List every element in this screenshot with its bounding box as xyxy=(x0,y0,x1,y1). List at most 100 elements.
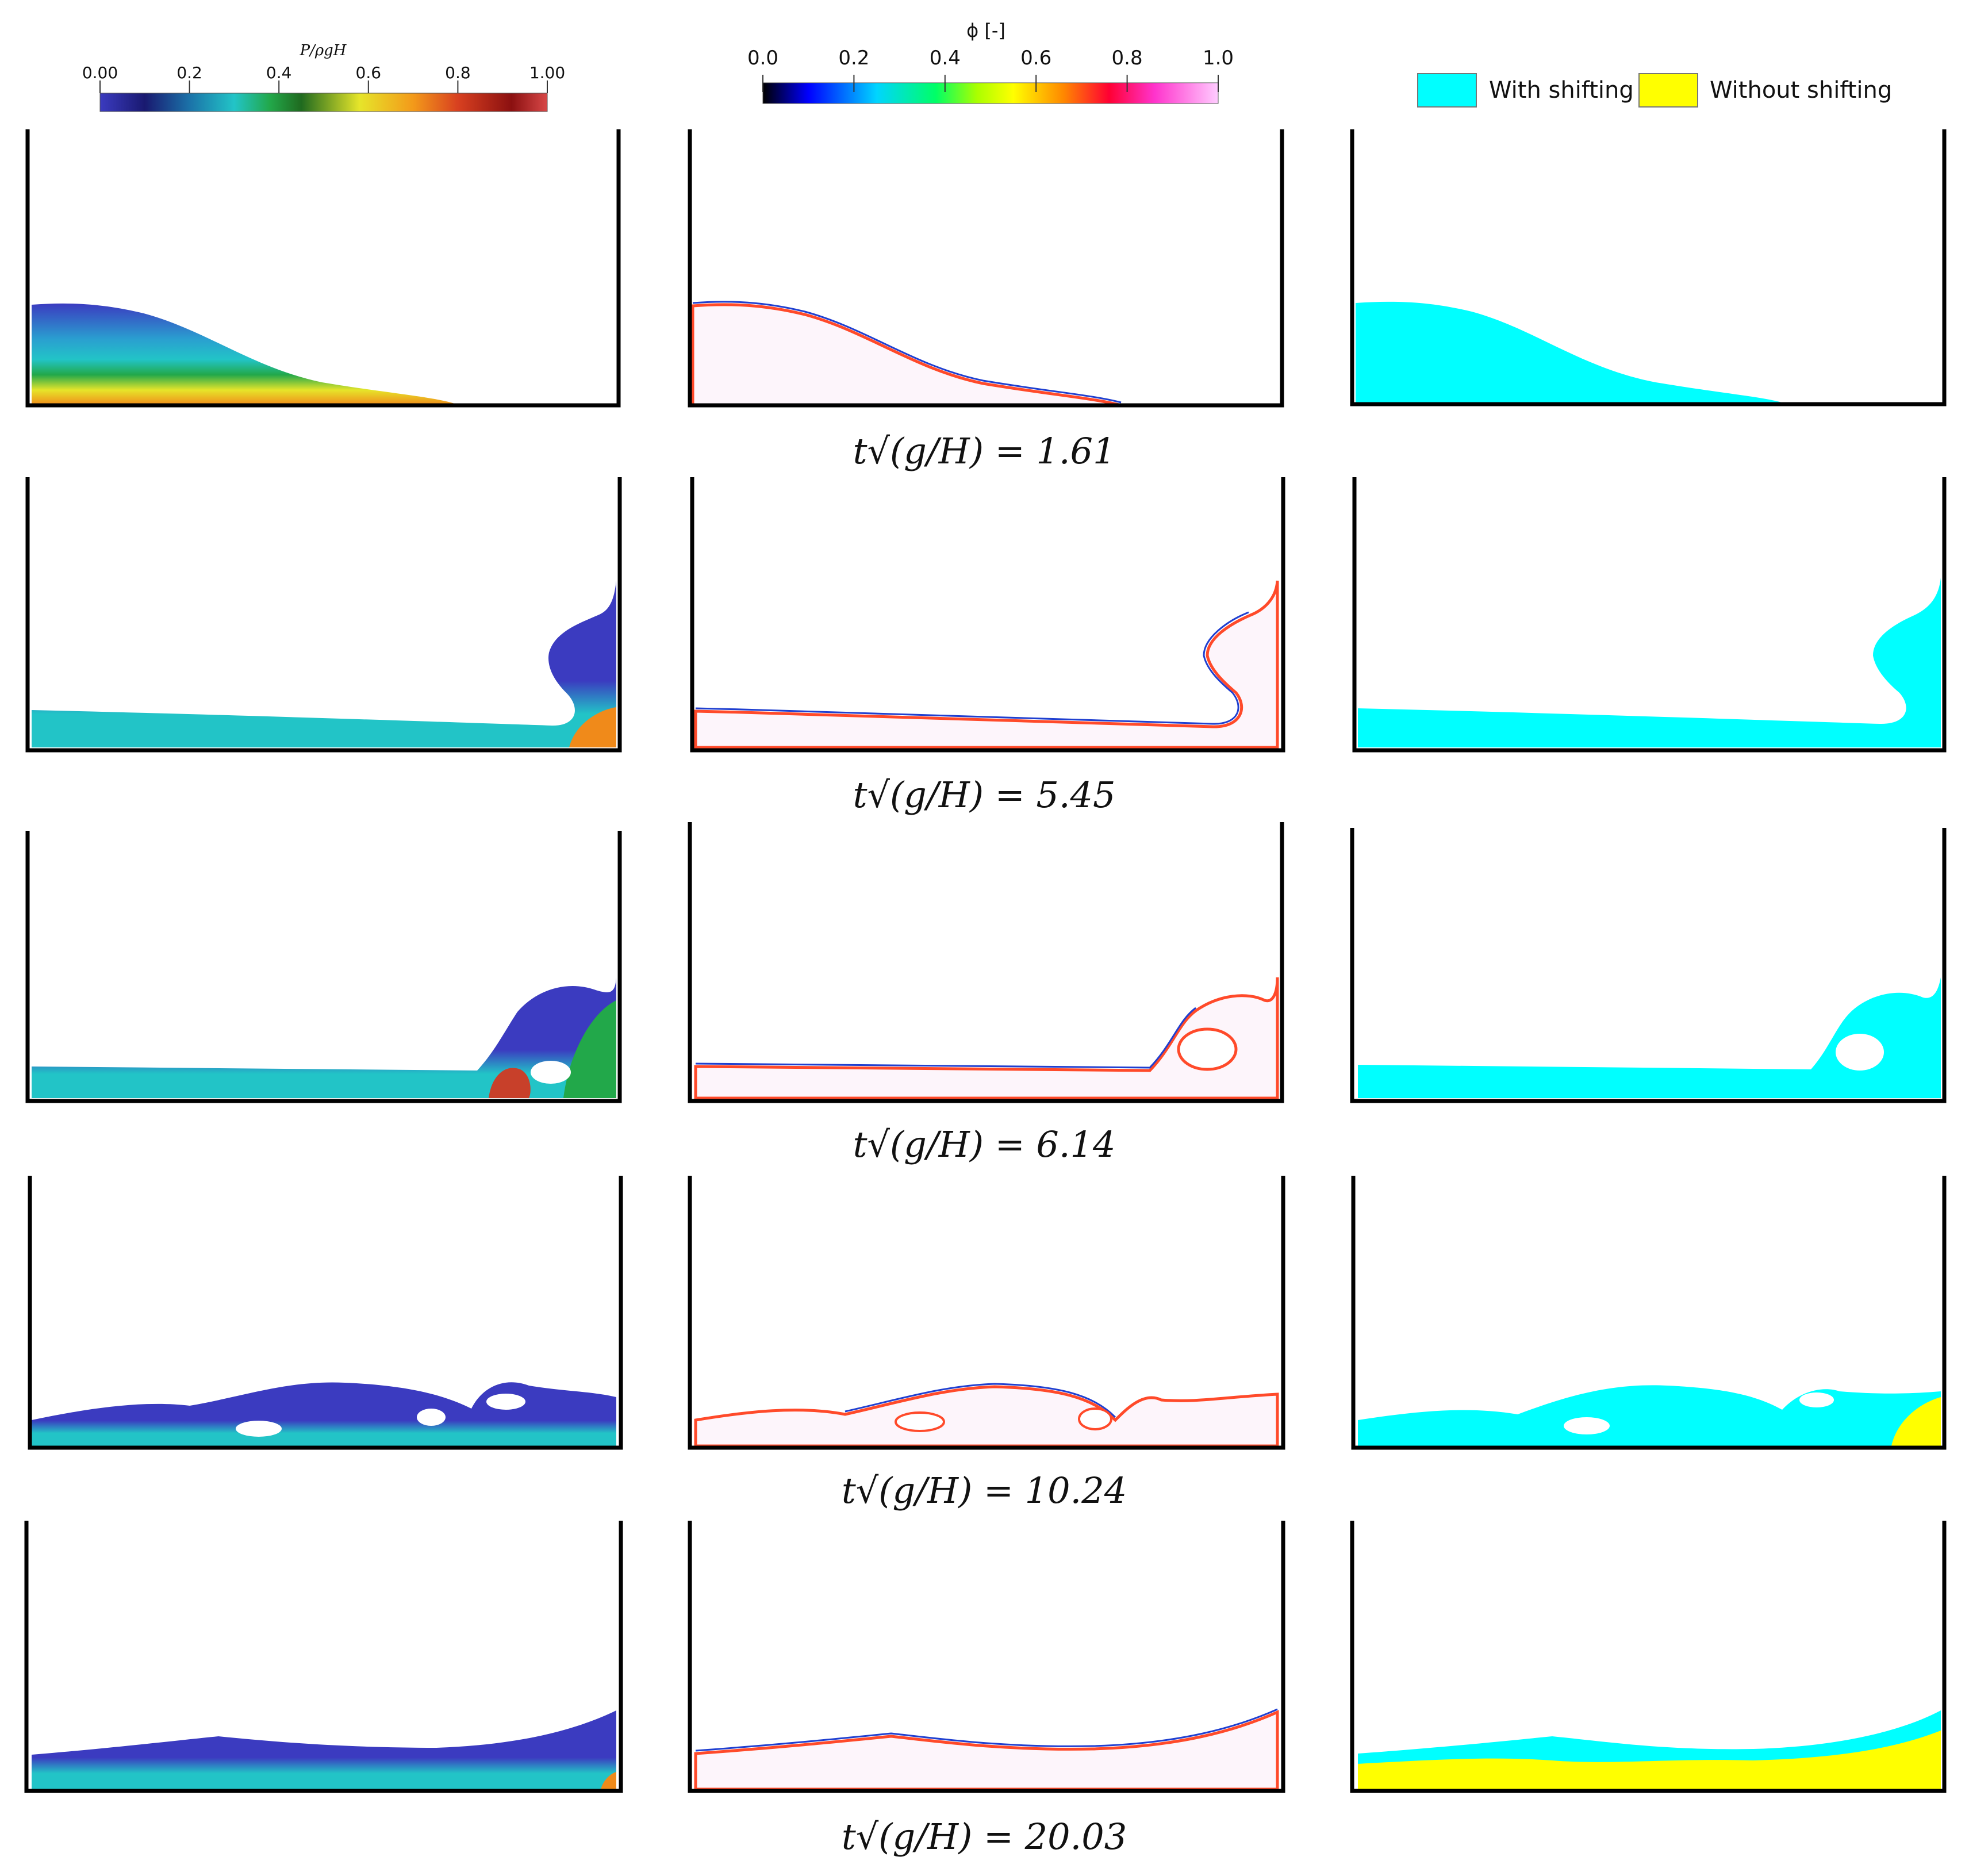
water-pressure-field xyxy=(32,977,616,1098)
water-pressure-field xyxy=(32,1382,616,1446)
pressure-hotspot xyxy=(601,1772,616,1789)
panel-phi-row-4 xyxy=(688,1176,1285,1450)
water-phi-field xyxy=(694,977,1279,1100)
tank-wall xyxy=(25,831,622,1103)
tank-wall xyxy=(690,477,1285,753)
time-label-row-3: t√(g/H) = 6.14 xyxy=(853,1123,1116,1165)
water-pressure-field xyxy=(32,303,460,405)
entrapped-air-bubble xyxy=(236,1421,282,1437)
panel-shifting-row-4 xyxy=(1351,1176,1947,1450)
tank-wall xyxy=(688,822,1284,1103)
panel-shifting-row-5 xyxy=(1350,1521,1947,1793)
pressure-wall-region xyxy=(563,1000,616,1098)
pressure-colorbar-gradient xyxy=(99,93,548,112)
interface-outline xyxy=(695,1007,1196,1069)
panel-pressure-row-2 xyxy=(25,477,622,753)
legend-label-without-shifting: Without shifting xyxy=(1710,77,1892,103)
pressure-colorbar-tick-label: 0.6 xyxy=(356,63,382,82)
water-without-shifting xyxy=(1358,1731,1941,1789)
time-label-row-4: t√(g/H) = 10.24 xyxy=(842,1470,1127,1511)
water-phi-field xyxy=(691,303,1122,407)
time-label-row-1: t√(g/H) = 1.61 xyxy=(853,430,1116,472)
legend-label-with-shifting: With shifting xyxy=(1489,77,1634,103)
pressure-hotspot xyxy=(569,707,616,747)
entrapped-air-bubble xyxy=(1799,1392,1834,1407)
tank-wall xyxy=(1350,129,1947,406)
water-with-shifting xyxy=(1356,301,1788,404)
tank-wall xyxy=(688,1521,1285,1793)
tank-wall xyxy=(25,477,622,753)
panel-phi-row-5 xyxy=(688,1521,1285,1793)
pressure-colorbar: P/ρgH 0.00 0.2 0.4 0.6 0.8 1.00 xyxy=(82,42,565,112)
entrapped-air-bubble xyxy=(1836,1034,1884,1071)
pressure-colorbar-tick-label: 0.4 xyxy=(266,63,292,82)
tank-wall xyxy=(1352,477,1947,753)
pressure-colorbar-tick-label: 0.8 xyxy=(445,63,471,82)
panel-pressure-row-3 xyxy=(25,831,622,1103)
interface-outline xyxy=(692,301,1122,404)
panel-phi-row-2 xyxy=(690,477,1285,753)
pressure-colorbar-tick-label: 1.00 xyxy=(529,63,565,82)
water-pressure-field xyxy=(32,1710,616,1789)
row-1: t√(g/H) = 1.61 xyxy=(25,129,1947,472)
phi-colorbar-tick-label: 0.8 xyxy=(1112,47,1143,70)
water-pressure-field xyxy=(32,581,616,747)
row-3: t√(g/H) = 6.14 xyxy=(25,822,1947,1165)
tank-wall xyxy=(688,129,1284,408)
panel-pressure-row-5 xyxy=(24,1521,623,1793)
entrapped-air-bubble xyxy=(895,1411,945,1432)
tank-wall xyxy=(1350,1521,1947,1793)
interface-outline xyxy=(695,611,1249,725)
interface-outline xyxy=(845,1383,1116,1418)
tank-wall xyxy=(28,1176,623,1450)
panel-pressure-row-4 xyxy=(28,1176,623,1450)
water-with-shifting xyxy=(1358,1385,1941,1446)
water-with-shifting xyxy=(1358,578,1941,747)
entrapped-air-bubble xyxy=(1564,1417,1610,1434)
phi-colorbar: ϕ [-] 0.0 0.2 0.4 0.6 0.8 1.0 xyxy=(747,20,1234,104)
legend: With shifting Without shifting xyxy=(1417,73,1892,108)
phi-colorbar-ticks: 0.0 0.2 0.4 0.6 0.8 1.0 xyxy=(747,47,1234,92)
phi-colorbar-tick-label: 0.2 xyxy=(838,47,869,70)
phi-colorbar-title: ϕ [-] xyxy=(966,20,1005,41)
pressure-colorbar-title: P/ρgH xyxy=(300,42,347,59)
row-4: t√(g/H) = 10.24 xyxy=(28,1176,1947,1511)
row-2: t√(g/H) = 5.45 xyxy=(25,477,1947,816)
water-phi-field xyxy=(694,580,1279,749)
tank-wall xyxy=(688,1176,1285,1450)
entrapped-air-bubble xyxy=(417,1409,446,1426)
tank-wall xyxy=(25,129,621,408)
phi-colorbar-gradient xyxy=(762,82,1219,104)
panel-pressure-row-1 xyxy=(25,129,621,408)
panel-shifting-row-3 xyxy=(1350,828,1947,1103)
pressure-colorbar-tick-label: 0.2 xyxy=(176,63,202,82)
legend-swatch-without-shifting xyxy=(1638,73,1698,108)
phi-colorbar-tick-label: 0.0 xyxy=(747,47,778,70)
time-label-row-2: t√(g/H) = 5.45 xyxy=(853,774,1116,816)
panel-phi-row-3 xyxy=(688,822,1284,1103)
phi-colorbar-tick-label: 0.6 xyxy=(1020,47,1051,70)
entrapped-air-bubble xyxy=(486,1394,525,1410)
entrapped-air-bubble xyxy=(1078,1407,1112,1430)
time-label-row-5: t√(g/H) = 20.03 xyxy=(842,1816,1127,1858)
legend-swatch-with-shifting xyxy=(1417,73,1477,108)
pressure-colorbar-tick-label: 0.00 xyxy=(82,63,118,82)
pressure-colorbar-ticks: 0.00 0.2 0.4 0.6 0.8 1.00 xyxy=(82,63,565,93)
tank-wall xyxy=(1351,1176,1947,1450)
interface-outline xyxy=(695,1708,1278,1752)
water-phi-field xyxy=(694,1710,1279,1791)
panel-phi-row-1 xyxy=(688,129,1284,408)
tank-wall xyxy=(24,1521,623,1793)
entrapped-air-bubble xyxy=(1177,1027,1238,1071)
phi-colorbar-tick-label: 1.0 xyxy=(1203,47,1234,70)
entrapped-air-bubble xyxy=(531,1061,571,1084)
pressure-hotspot xyxy=(489,1068,531,1098)
phi-colorbar-tick-label: 0.4 xyxy=(930,47,961,70)
water-phi-field xyxy=(694,1385,1279,1448)
tank-wall xyxy=(1350,828,1947,1103)
panel-shifting-row-2 xyxy=(1352,477,1947,753)
panel-shifting-row-1 xyxy=(1350,129,1947,406)
water-with-shifting xyxy=(1358,977,1941,1098)
water-without-shifting xyxy=(1891,1397,1941,1446)
